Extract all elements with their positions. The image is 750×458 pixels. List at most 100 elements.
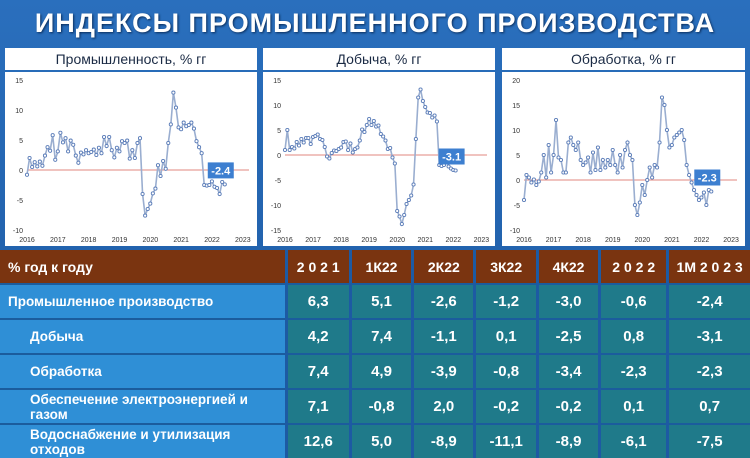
table-cell: 5,1	[348, 283, 413, 319]
data-point	[578, 157, 583, 163]
data-point	[390, 155, 395, 160]
data-point	[406, 197, 411, 203]
data-point	[109, 148, 114, 153]
data-point	[350, 150, 355, 155]
data-point	[68, 138, 73, 143]
data-point	[603, 165, 608, 170]
data-point	[360, 127, 365, 132]
data-point	[292, 146, 297, 151]
y-tick-label: -10	[510, 228, 520, 235]
table-cell: 7,4	[348, 318, 413, 354]
col-header: 4К22	[535, 250, 600, 284]
table-cell: -3,0	[535, 283, 600, 319]
chart-title-manufacturing: Обработка, % гг	[502, 48, 745, 70]
data-point	[625, 140, 630, 145]
data-point	[102, 134, 107, 140]
data-point	[615, 170, 620, 175]
data-point	[30, 164, 35, 170]
series-line	[284, 89, 456, 227]
data-point	[551, 152, 556, 158]
y-tick-label: -10	[13, 228, 23, 235]
data-point	[320, 137, 325, 143]
y-tick-label: -5	[514, 203, 520, 210]
table-row: Водоснабжение и утилизация отходов 12,6 5,…	[0, 423, 750, 458]
col-header: 2К22	[411, 250, 475, 284]
data-point	[427, 110, 432, 116]
data-point	[388, 145, 393, 151]
table-cell: -1,1	[411, 318, 475, 354]
table-cell: -0,8	[348, 388, 413, 424]
y-tick-label: 20	[512, 78, 520, 85]
data-point	[689, 180, 694, 185]
data-point	[620, 165, 625, 170]
data-point	[622, 147, 628, 153]
data-point	[35, 164, 40, 169]
data-point	[45, 145, 50, 150]
table-cell: -8,9	[535, 423, 600, 458]
data-point	[605, 157, 610, 163]
data-point	[411, 182, 416, 187]
table-cell: 2,0	[411, 388, 475, 424]
data-point	[558, 157, 564, 163]
data-point	[595, 145, 600, 150]
x-tick-label: 2020	[389, 237, 405, 244]
data-point	[645, 177, 650, 183]
data-point	[339, 145, 344, 150]
y-tick-label: -5	[275, 178, 281, 185]
row-label: Обработка	[0, 353, 287, 389]
data-table: % год к году 2 0 2 1 1К22 2К22 3К22 4К22…	[0, 250, 750, 458]
data-point	[153, 186, 158, 191]
data-point	[161, 158, 166, 164]
y-tick-label: 15	[512, 103, 520, 110]
x-tick-label: 2020	[635, 237, 651, 244]
data-point	[709, 189, 714, 194]
data-point	[677, 130, 682, 135]
data-point	[376, 123, 381, 128]
data-point	[37, 159, 42, 164]
data-point	[524, 172, 529, 178]
data-point	[576, 140, 581, 145]
y-tick-label: 5	[516, 153, 520, 160]
data-point	[581, 162, 586, 168]
data-point	[63, 136, 68, 141]
data-point	[618, 152, 623, 158]
data-point	[371, 118, 376, 124]
x-tick-label: 2016	[516, 237, 532, 244]
data-point	[395, 208, 400, 214]
data-point	[186, 122, 191, 128]
data-point	[155, 163, 161, 168]
data-point	[553, 117, 559, 123]
data-point	[402, 212, 407, 218]
data-point	[416, 95, 421, 100]
x-tick-label: 2022	[204, 237, 220, 244]
x-tick-label: 2019	[605, 237, 621, 244]
data-point	[600, 157, 605, 163]
data-point	[327, 156, 332, 161]
y-tick-label: 0	[19, 168, 23, 175]
chart-manufacturing: -10 -5 0 5 10 15 20 2016 2017 2018 2019 2020 2021 202…	[502, 72, 745, 246]
data-point	[40, 163, 45, 168]
data-point	[657, 140, 662, 145]
data-point	[679, 127, 684, 133]
data-point	[640, 182, 645, 188]
data-point	[549, 170, 554, 175]
data-point	[588, 170, 593, 175]
y-tick-label: 10	[273, 103, 281, 110]
data-point	[220, 179, 225, 185]
x-tick-label: 2017	[305, 237, 321, 244]
data-point	[534, 182, 539, 188]
table-cell: 0,7	[666, 388, 750, 424]
data-point	[166, 140, 171, 146]
data-point	[566, 140, 571, 145]
col-header: 3К22	[473, 250, 538, 284]
data-point	[531, 177, 536, 182]
data-point	[53, 157, 58, 162]
table-cell: -2,6	[411, 283, 475, 319]
chart-industry: -10 -5 0 5 10 15 2016 2017 2018 2019 2020 2021 2022 2…	[5, 72, 257, 246]
table-cell: 12,6	[284, 423, 351, 458]
data-point	[27, 155, 32, 161]
data-point	[343, 139, 348, 144]
data-point	[215, 185, 220, 191]
last-value-label-bg	[694, 169, 721, 186]
data-point	[315, 132, 320, 137]
